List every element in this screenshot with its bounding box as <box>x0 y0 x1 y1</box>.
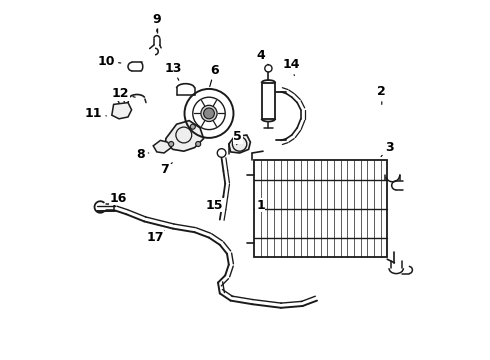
Text: 11: 11 <box>85 107 106 120</box>
Text: 3: 3 <box>381 141 393 157</box>
Text: 7: 7 <box>160 163 172 176</box>
Text: 9: 9 <box>152 13 161 31</box>
Circle shape <box>169 141 174 147</box>
Bar <box>262 83 275 119</box>
Text: 13: 13 <box>164 62 182 80</box>
Polygon shape <box>166 121 204 151</box>
Bar <box>254 160 387 257</box>
Text: 17: 17 <box>146 230 164 244</box>
Text: 10: 10 <box>98 55 121 68</box>
Text: 8: 8 <box>136 148 148 161</box>
Text: 12: 12 <box>112 87 135 100</box>
Text: 4: 4 <box>257 49 269 65</box>
Circle shape <box>201 105 217 122</box>
Polygon shape <box>153 140 171 153</box>
Text: 2: 2 <box>377 85 386 104</box>
Text: 6: 6 <box>210 64 219 87</box>
Text: 14: 14 <box>283 58 300 76</box>
Circle shape <box>196 141 201 147</box>
Polygon shape <box>229 135 250 153</box>
Text: 15: 15 <box>206 199 223 212</box>
Circle shape <box>204 108 215 119</box>
Text: 16: 16 <box>110 192 127 206</box>
Text: 1: 1 <box>256 199 265 212</box>
Text: 5: 5 <box>233 130 242 145</box>
Circle shape <box>190 124 196 129</box>
Polygon shape <box>112 103 132 119</box>
